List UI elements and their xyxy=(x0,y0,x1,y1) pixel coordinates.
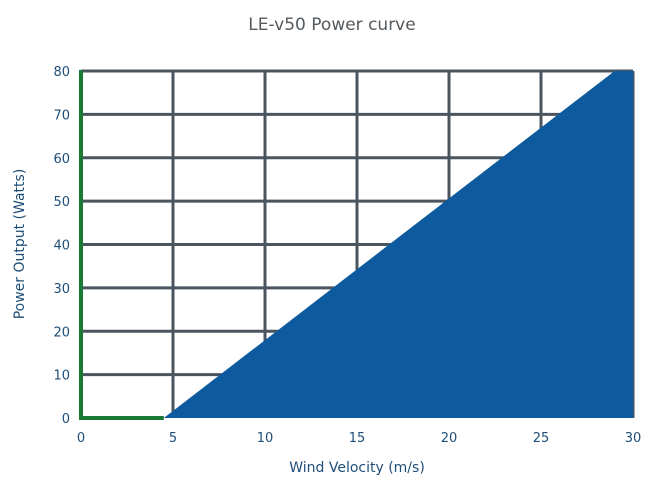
y-tick-label: 0 xyxy=(62,412,70,427)
x-tick-label: 20 xyxy=(441,431,458,446)
y-tick-label: 80 xyxy=(53,65,70,80)
power-area xyxy=(81,71,633,418)
power-curve-area xyxy=(81,71,633,418)
x-tick-labels: 0 5 10 15 20 25 30 xyxy=(77,431,641,446)
y-tick-label: 70 xyxy=(53,108,70,123)
y-tick-label: 50 xyxy=(53,195,70,210)
axes xyxy=(79,70,164,420)
x-axis-label: Wind Velocity (m/s) xyxy=(289,460,425,476)
x-tick-label: 10 xyxy=(257,431,274,446)
chart-title: LE-v50 Power curve xyxy=(248,15,415,35)
x-tick-label: 30 xyxy=(625,431,642,446)
y-tick-label: 60 xyxy=(53,152,70,167)
y-tick-label: 10 xyxy=(53,369,70,384)
x-tick-label: 25 xyxy=(533,431,550,446)
x-tick-label: 0 xyxy=(77,431,85,446)
x-tick-label: 15 xyxy=(349,431,366,446)
x-tick-label: 5 xyxy=(169,431,177,446)
y-axis-label: Power Output (Watts) xyxy=(12,169,28,320)
y-tick-labels: 0 10 20 30 40 50 60 70 80 xyxy=(53,65,70,427)
y-tick-label: 30 xyxy=(53,282,70,297)
y-tick-label: 40 xyxy=(53,239,70,254)
y-tick-label: 20 xyxy=(53,325,70,340)
